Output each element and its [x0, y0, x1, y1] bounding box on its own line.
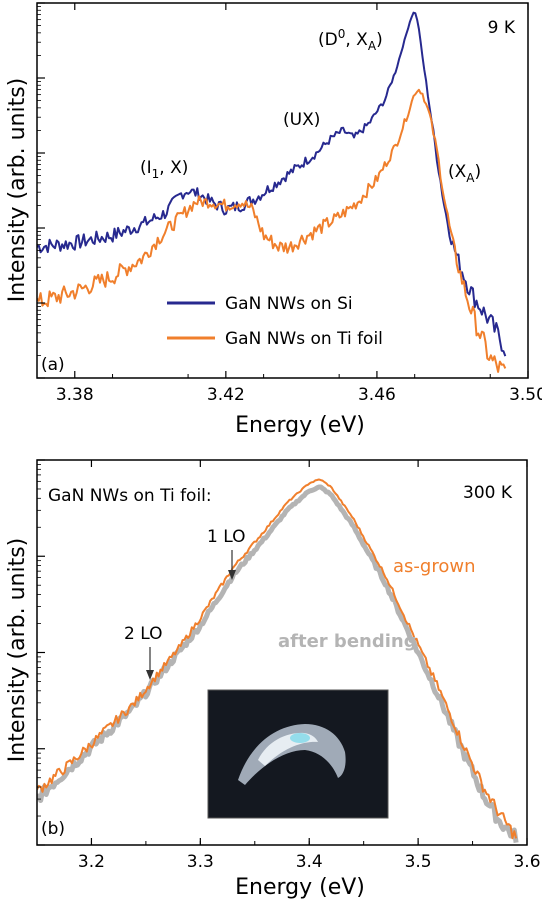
panel-b-y-axis-label: Intensity (arb. units) — [5, 538, 30, 762]
panel-b-x-axis-label: Energy (eV) — [235, 875, 365, 900]
inset-photo — [207, 689, 389, 819]
x-tick-label-b-1: 3.3 — [187, 852, 214, 872]
panel-a-legend: GaN NWs on Si GaN NWs on Ti foil — [167, 294, 383, 349]
panel-b-temperature: 300 K — [463, 483, 513, 503]
legend-label-si: GaN NWs on Si — [225, 294, 353, 314]
annotation-d0xa-after: , X — [345, 30, 368, 50]
series-line-a-1 — [37, 88, 507, 373]
annotation-d0xa-sub: A — [368, 39, 377, 53]
annotation-xa-sub: A — [466, 171, 475, 185]
annotation-d0xa-sup: 0 — [338, 27, 346, 41]
x-tick-label-b-0: 3.2 — [78, 852, 105, 872]
series-line-b-0 — [37, 478, 518, 840]
panel-a-y-axis-label: Intensity (arb. units) — [5, 78, 30, 302]
annotation-ux: (UX) — [283, 110, 320, 130]
annotation-d0xa-main: (D — [318, 30, 338, 50]
panel-b-title: GaN NWs on Ti foil: — [48, 486, 212, 506]
series-line-b-1 — [37, 484, 519, 843]
annotation-i1x-sub: 1 — [152, 167, 160, 181]
x-tick-label-a-1: 3.42 — [207, 385, 245, 405]
annotation-2lo: 2 LO — [124, 624, 162, 680]
annotation-2lo-arrowhead — [146, 670, 154, 680]
panel-a-temperature: 9 K — [488, 18, 516, 38]
annotation-1lo: 1 LO — [207, 527, 245, 580]
inset-photo-frame — [207, 689, 389, 819]
annotation-2lo-label: 2 LO — [124, 624, 162, 644]
series-label-as-grown: as-grown — [393, 556, 475, 577]
annotation-i1x: (I1, X) — [140, 158, 188, 181]
panel-b-label: (b) — [41, 819, 65, 839]
legend-label-ti: GaN NWs on Ti foil — [225, 329, 383, 349]
x-tick-label-b-3: 3.5 — [405, 852, 432, 872]
panel-a-label: (a) — [41, 355, 65, 375]
annotation-d0xa: (D0, XA) — [318, 27, 383, 53]
annotation-i1x-after: , X) — [159, 158, 188, 178]
annotation-1lo-label: 1 LO — [207, 527, 245, 547]
annotation-1lo-arrowhead — [228, 570, 236, 580]
x-tick-label-b-2: 3.4 — [296, 852, 323, 872]
annotation-d0xa-end: ) — [376, 30, 383, 50]
x-tick-label-a-0: 3.38 — [56, 385, 94, 405]
inset-sample — [238, 724, 346, 785]
annotation-xa-after: ) — [475, 162, 482, 182]
annotation-xa-main: (X — [448, 162, 467, 182]
x-tick-label-a-2: 3.46 — [358, 385, 396, 405]
annotation-i1x-main: (I — [140, 158, 152, 178]
panel-a: 3.38 3.42 3.46 3.50 9 K (a) Intensity (arb.… — [5, 2, 542, 438]
x-tick-label-b-4: 3.6 — [513, 852, 540, 872]
annotation-xa: (XA) — [448, 162, 481, 185]
panel-a-frame — [36, 2, 529, 379]
panel-b: 3.2 3.3 3.4 3.5 3.6 GaN NWs on Ti foil: 300 … — [5, 459, 541, 900]
x-tick-label-a-3: 3.50 — [509, 385, 542, 405]
inset-glow — [290, 733, 310, 743]
series-label-after-bending: after bending — [278, 631, 417, 652]
series-line-a-0 — [37, 11, 507, 357]
panel-a-x-axis-label: Energy (eV) — [235, 413, 365, 438]
